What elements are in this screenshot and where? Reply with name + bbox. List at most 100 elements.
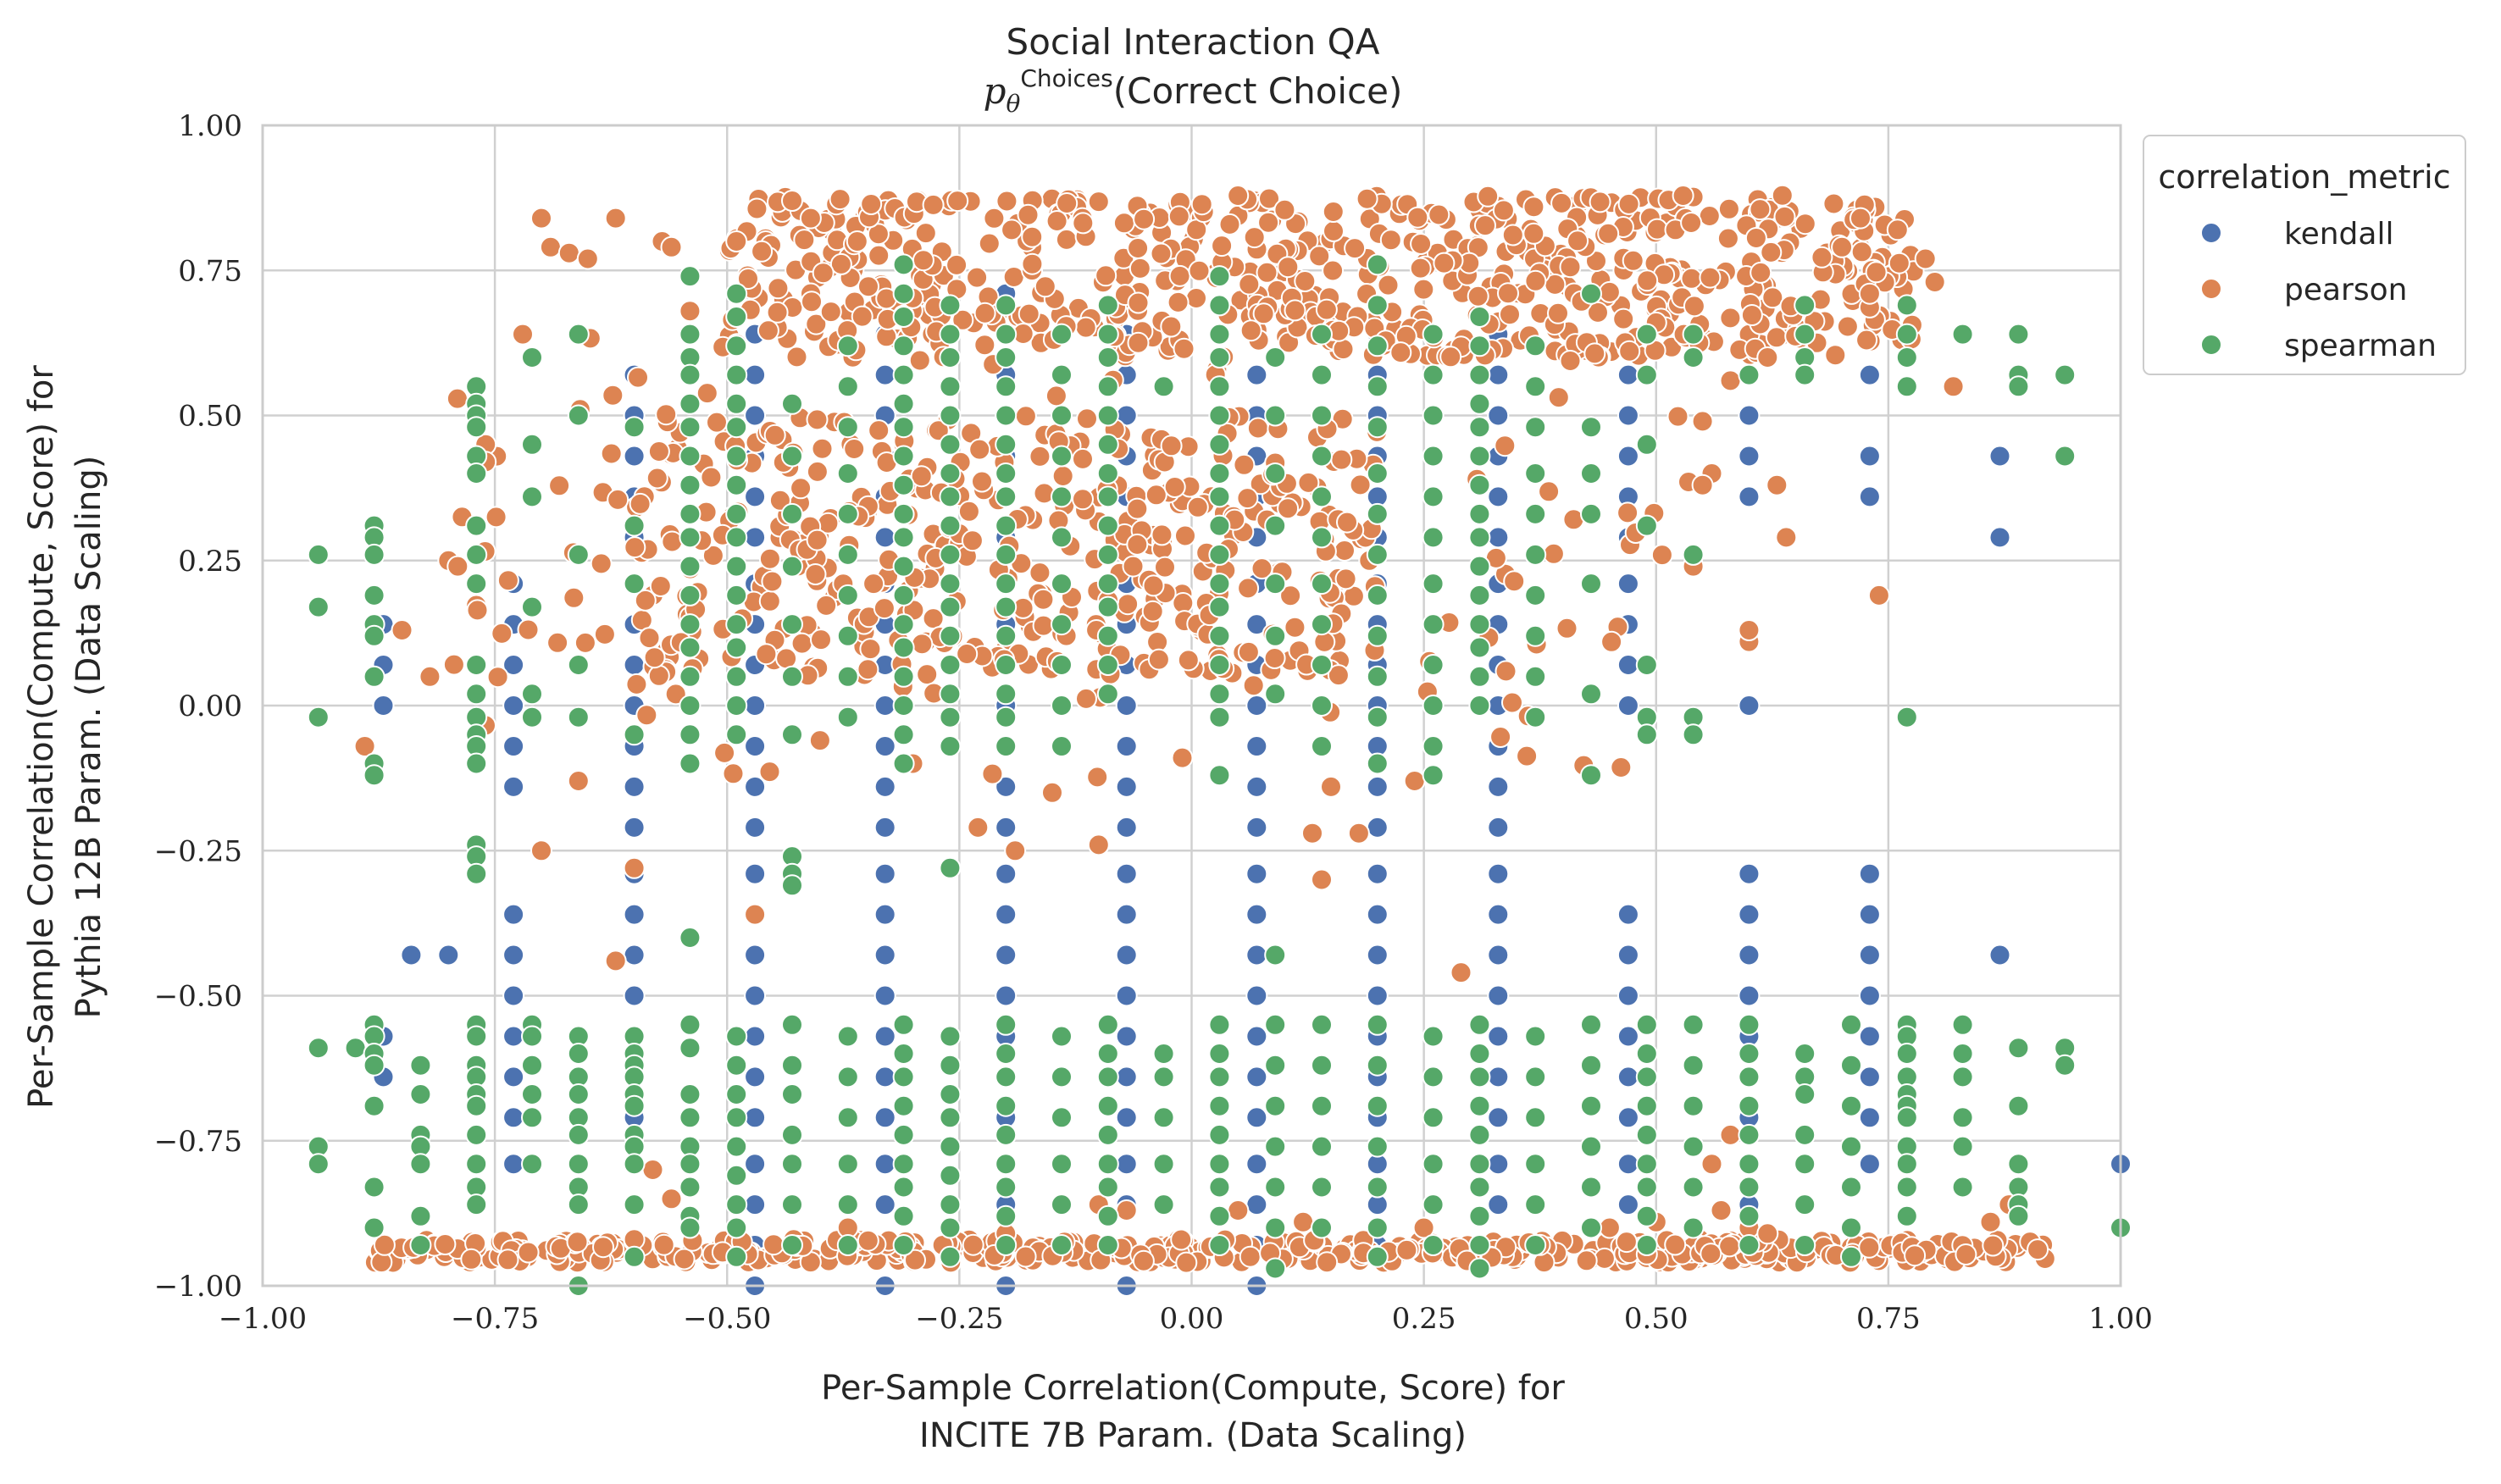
scatter-point-pearson — [1477, 185, 1500, 208]
scatter-point-pearson — [761, 570, 784, 593]
scatter-point-kendall — [623, 816, 646, 839]
scatter-point-pearson — [647, 440, 670, 462]
scatter-point-spearman — [1895, 1106, 1918, 1129]
scatter-point-spearman — [1635, 1123, 1658, 1146]
scatter-point-pearson — [857, 1229, 879, 1252]
scatter-point-spearman — [1366, 1054, 1389, 1077]
scatter-point-spearman — [1311, 1135, 1333, 1158]
scatter-point-spearman — [1366, 335, 1389, 357]
scatter-point-kendall — [1858, 485, 1881, 508]
scatter-point-pearson — [649, 575, 672, 597]
scatter-point-spearman — [465, 752, 488, 775]
scatter-point-spearman — [1422, 735, 1445, 757]
scatter-point-spearman — [1208, 514, 1231, 537]
scatter-point-spearman — [995, 323, 1018, 346]
scatter-point-pearson — [1719, 1123, 1742, 1146]
scatter-point-pearson — [592, 1236, 614, 1259]
scatter-point-kendall — [1616, 984, 1639, 1007]
scatter-point-spearman — [1051, 1066, 1073, 1088]
scatter-point-kendall — [1616, 1066, 1639, 1088]
scatter-point-spearman — [995, 573, 1018, 595]
scatter-point-kendall — [1245, 1193, 1268, 1216]
scatter-point-pearson — [557, 241, 580, 264]
scatter-point-pearson — [1615, 1231, 1638, 1254]
scatter-point-spearman — [465, 683, 488, 706]
scatter-point-spearman — [892, 363, 915, 386]
scatter-point-spearman — [1682, 323, 1705, 346]
scatter-point-pearson — [607, 488, 629, 511]
scatter-point-spearman — [1580, 764, 1602, 787]
scatter-point-spearman — [1208, 462, 1231, 485]
scatter-point-spearman — [939, 404, 962, 427]
scatter-point-spearman — [1794, 1083, 1816, 1105]
scatter-point-kendall — [1738, 445, 1761, 468]
scatter-point-pearson — [485, 506, 507, 529]
scatter-point-spearman — [1096, 683, 1119, 706]
scatter-point-spearman — [1794, 323, 1816, 346]
scatter-point-pearson — [1243, 226, 1266, 249]
scatter-point-spearman — [725, 473, 748, 496]
scatter-point-pearson — [679, 300, 702, 323]
scatter-point-spearman — [363, 624, 385, 647]
scatter-point-pearson — [1246, 417, 1269, 440]
scatter-point-spearman — [1051, 1153, 1073, 1176]
scatter-point-pearson — [829, 188, 851, 211]
x-tick-label: −0.25 — [915, 1302, 1003, 1336]
scatter-point-pearson — [1086, 766, 1109, 789]
scatter-point-pearson — [1450, 961, 1472, 984]
scatter-point-pearson — [460, 1248, 483, 1271]
scatter-point-spearman — [725, 335, 748, 357]
scatter-point-kendall — [1738, 404, 1761, 427]
scatter-point-pearson — [1439, 346, 1462, 368]
scatter-point-spearman — [939, 1106, 962, 1129]
scatter-point-spearman — [892, 502, 915, 525]
scatter-point-kendall — [1858, 944, 1881, 966]
scatter-point-spearman — [725, 526, 748, 549]
scatter-point-pearson — [1547, 302, 1569, 324]
scatter-point-spearman — [1311, 1054, 1333, 1077]
scatter-point-spearman — [892, 695, 915, 717]
scatter-point-spearman — [725, 1106, 748, 1129]
scatter-point-pearson — [1409, 257, 1432, 280]
scatter-point-pearson — [1428, 203, 1450, 226]
scatter-point-spearman — [1208, 764, 1231, 787]
scatter-point-spearman — [892, 445, 915, 468]
scatter-point-spearman — [307, 543, 330, 566]
scatter-point-spearman — [1580, 1176, 1602, 1199]
scatter-point-spearman — [725, 584, 748, 606]
scatter-point-spearman — [679, 636, 702, 659]
scatter-point-spearman — [892, 1176, 915, 1199]
scatter-point-pearson — [781, 190, 803, 212]
scatter-point-kendall — [1245, 363, 1268, 386]
scatter-point-spearman — [679, 323, 702, 346]
scatter-point-spearman — [1264, 514, 1287, 537]
scatter-point-pearson — [1336, 511, 1358, 534]
scatter-point-pearson — [1412, 278, 1435, 301]
scatter-point-spearman — [995, 543, 1018, 566]
scatter-point-pearson — [1045, 385, 1068, 407]
scatter-point-pearson — [496, 1249, 519, 1271]
scatter-point-kendall — [1245, 862, 1268, 885]
scatter-point-spearman — [1311, 735, 1333, 757]
scatter-point-spearman — [1096, 323, 1119, 346]
scatter-point-spearman — [1468, 665, 1491, 688]
scatter-point-spearman — [892, 636, 915, 659]
scatter-point-spearman — [725, 636, 748, 659]
scatter-point-spearman — [1422, 613, 1445, 636]
scatter-point-pearson — [1029, 445, 1051, 468]
scatter-point-spearman — [363, 764, 385, 787]
scatter-point-kendall — [1487, 526, 1510, 549]
scatter-point-pearson — [1347, 822, 1370, 844]
scatter-point-spearman — [465, 1123, 488, 1146]
scatter-point-spearman — [1895, 294, 1918, 317]
scatter-point-pearson — [1982, 1234, 2005, 1257]
scatter-point-pearson — [1433, 252, 1456, 274]
scatter-point-spearman — [939, 543, 962, 566]
scatter-point-spearman — [679, 1176, 702, 1199]
scatter-point-kendall — [502, 944, 525, 966]
scatter-point-spearman — [836, 584, 859, 606]
scatter-point-spearman — [1311, 695, 1333, 717]
scatter-point-kendall — [744, 816, 767, 839]
scatter-point-spearman — [1208, 485, 1231, 508]
